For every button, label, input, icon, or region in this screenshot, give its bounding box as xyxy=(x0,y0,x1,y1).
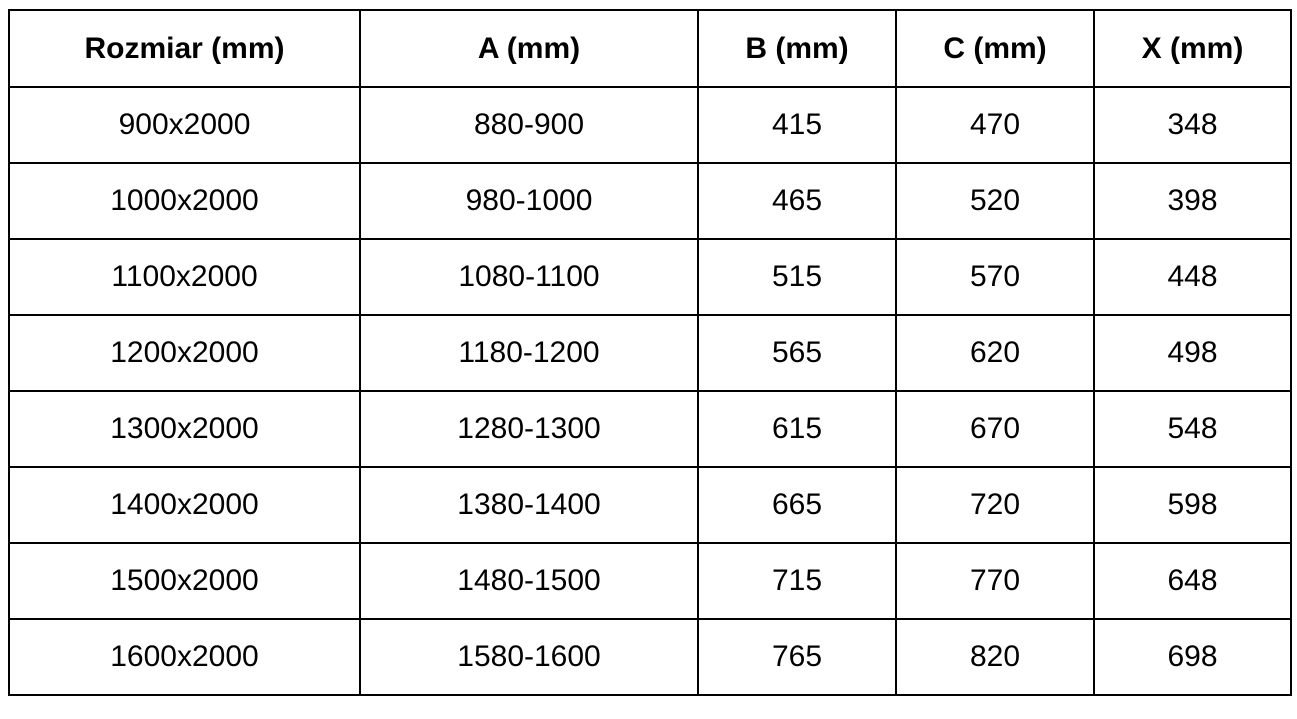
table-cell: 615 xyxy=(697,390,897,468)
column-header: B (mm) xyxy=(697,9,897,88)
table-cell: 548 xyxy=(1093,390,1292,468)
table-row: 1300x2000 1280-1300 615 670 548 xyxy=(8,390,1292,468)
table-cell: 648 xyxy=(1093,542,1292,620)
table-cell: 820 xyxy=(895,618,1095,696)
table-row: 900x2000 880-900 415 470 348 xyxy=(8,86,1292,164)
table-cell: 698 xyxy=(1093,618,1292,696)
table-cell: 980-1000 xyxy=(359,162,699,240)
table-cell: 720 xyxy=(895,466,1095,544)
table-row: 1600x2000 1580-1600 765 820 698 xyxy=(8,618,1292,696)
table-cell: 1180-1200 xyxy=(359,314,699,392)
table-cell: 448 xyxy=(1093,238,1292,316)
column-header: Rozmiar (mm) xyxy=(8,9,361,88)
table-cell: 1500x2000 xyxy=(8,542,361,620)
table-cell: 1100x2000 xyxy=(8,238,361,316)
table-cell: 900x2000 xyxy=(8,86,361,164)
table-cell: 415 xyxy=(697,86,897,164)
table-cell: 770 xyxy=(895,542,1095,620)
table-cell: 470 xyxy=(895,86,1095,164)
table-cell: 398 xyxy=(1093,162,1292,240)
table-cell: 1300x2000 xyxy=(8,390,361,468)
table-cell: 715 xyxy=(697,542,897,620)
table-cell: 465 xyxy=(697,162,897,240)
table-cell: 670 xyxy=(895,390,1095,468)
column-header: X (mm) xyxy=(1093,9,1292,88)
table-cell: 498 xyxy=(1093,314,1292,392)
column-header: A (mm) xyxy=(359,9,699,88)
table-row: 1500x2000 1480-1500 715 770 648 xyxy=(8,542,1292,620)
table-cell: 598 xyxy=(1093,466,1292,544)
table-row: 1200x2000 1180-1200 565 620 498 xyxy=(8,314,1292,392)
table-cell: 1600x2000 xyxy=(8,618,361,696)
table-cell: 620 xyxy=(895,314,1095,392)
table-cell: 1080-1100 xyxy=(359,238,699,316)
table-cell: 765 xyxy=(697,618,897,696)
column-header: C (mm) xyxy=(895,9,1095,88)
table-row: 1400x2000 1380-1400 665 720 598 xyxy=(8,466,1292,544)
table-cell: 1000x2000 xyxy=(8,162,361,240)
table-cell: 1480-1500 xyxy=(359,542,699,620)
table-cell: 520 xyxy=(895,162,1095,240)
table-row: 1100x2000 1080-1100 515 570 448 xyxy=(8,238,1292,316)
table-cell: 348 xyxy=(1093,86,1292,164)
table-cell: 515 xyxy=(697,238,897,316)
table-cell: 1380-1400 xyxy=(359,466,699,544)
table-cell: 880-900 xyxy=(359,86,699,164)
table-cell: 1200x2000 xyxy=(8,314,361,392)
table-cell: 565 xyxy=(697,314,897,392)
header-row: Rozmiar (mm) A (mm) B (mm) C (mm) X (mm) xyxy=(8,9,1292,88)
table-row: 1000x2000 980-1000 465 520 398 xyxy=(8,162,1292,240)
table-cell: 665 xyxy=(697,466,897,544)
dimensions-table: Rozmiar (mm) A (mm) B (mm) C (mm) X (mm) 900… xyxy=(8,9,1292,696)
table-cell: 570 xyxy=(895,238,1095,316)
table-cell: 1400x2000 xyxy=(8,466,361,544)
table-cell: 1280-1300 xyxy=(359,390,699,468)
table-cell: 1580-1600 xyxy=(359,618,699,696)
